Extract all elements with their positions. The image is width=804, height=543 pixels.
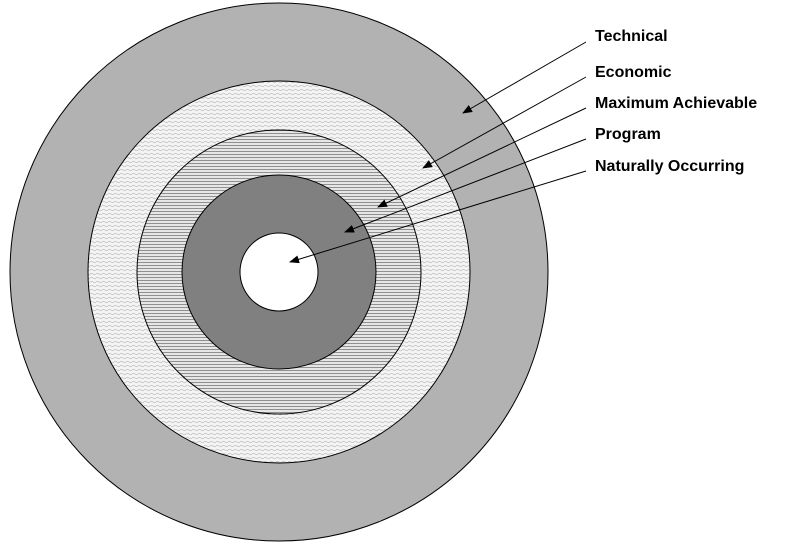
ring-naturally-occurring xyxy=(239,232,319,312)
label: Naturally Occurring xyxy=(595,158,744,175)
label: Maximum Achievable xyxy=(595,95,757,112)
arrow xyxy=(377,107,587,208)
arrow xyxy=(289,170,587,264)
label: Program xyxy=(595,126,661,143)
label: Economic xyxy=(595,64,672,81)
arrow xyxy=(344,138,587,233)
arrow xyxy=(422,76,587,169)
label: Technical xyxy=(595,28,668,45)
arrow xyxy=(462,41,587,114)
